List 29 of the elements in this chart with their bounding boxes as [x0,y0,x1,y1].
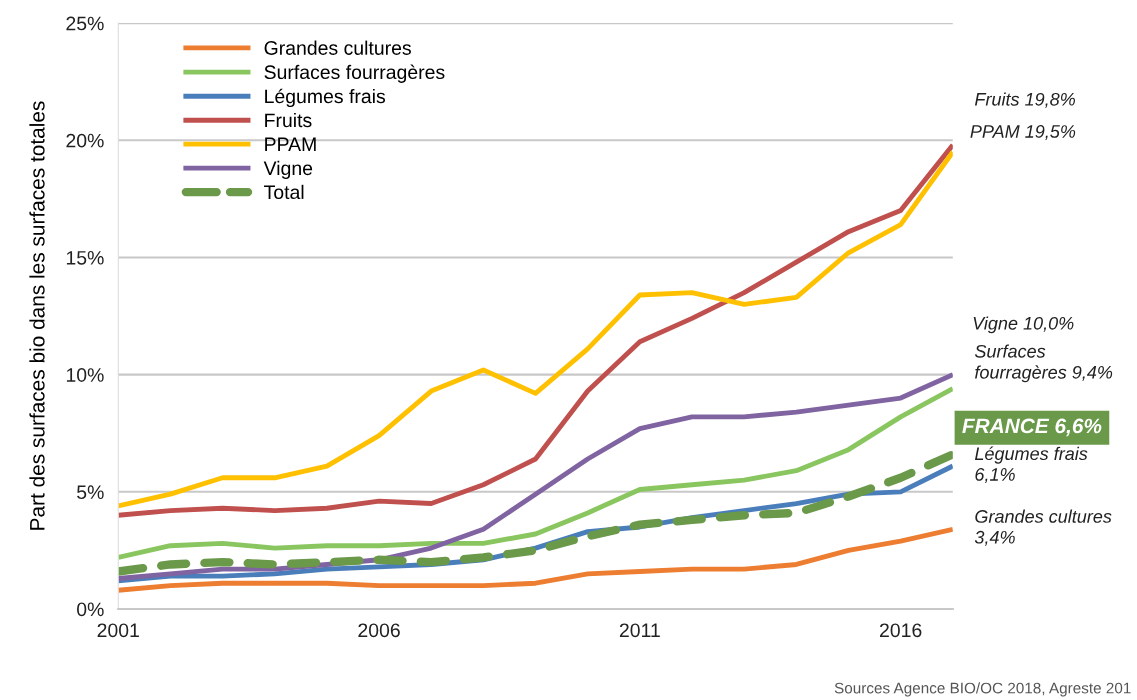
x-tick-label: 2016 [880,623,922,638]
legend-label: Grandes cultures [264,40,411,55]
y-tick-label: 10% [66,368,104,382]
source-note: Sources Agence BIO/OC 2018, Agreste 201 [834,682,1131,697]
text: Vigne 10,0% [973,316,1074,334]
legend-label: Surfaces fourragères [264,64,445,83]
legend-label: PPAM [265,137,316,151]
y-tick-label: 5% [77,485,104,500]
y-tick-label: 25% [66,16,104,31]
text: FRANCE 6,6% [962,418,1102,437]
y-tick-label: 0% [77,602,104,617]
line-series [118,526,953,593]
x-tick-label: 2011 [619,623,660,638]
line-series [118,372,953,581]
legend-label: Légumes frais [265,88,386,108]
text: PPAM 19,5% [970,125,1076,140]
line-series [118,386,953,560]
x-tick-label: 2001 [97,623,139,638]
text: Surfaces fourragères 9,4% [974,344,1113,383]
text: Légumes frais 6,1% [974,446,1088,483]
x-tick-label: 2006 [358,623,400,638]
legend-label: Fruits [265,112,312,128]
y-tick-label: 15% [66,251,104,265]
legend-label: Total [264,184,304,200]
text: Fruits 19,8% [974,92,1075,108]
text: Grandes cultures 3,4% [974,509,1112,546]
y-axis-title: Part des surfaces bio dans les surfaces totales [29,101,45,530]
y-tick-label: 20% [66,133,104,148]
legend-label: Vigne [263,160,313,179]
